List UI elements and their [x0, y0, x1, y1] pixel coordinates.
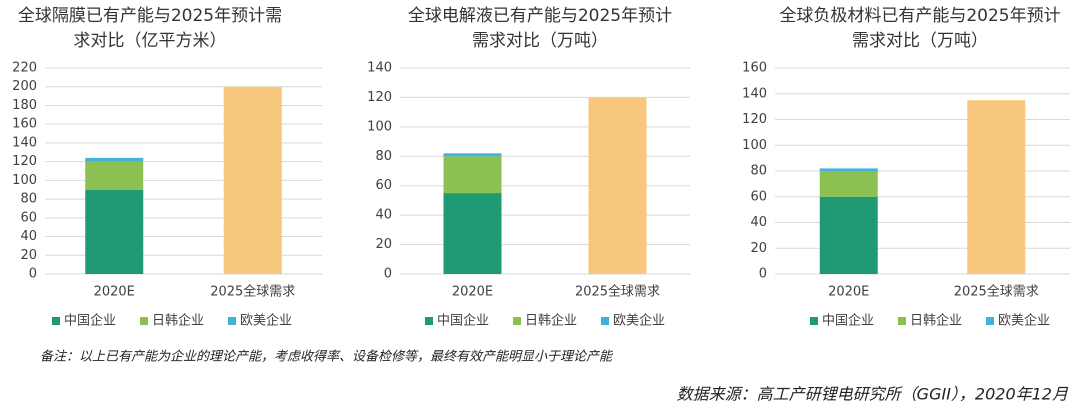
bar-segment [819, 171, 878, 197]
y-tick-label: 60 [20, 210, 37, 225]
bar-segment [443, 156, 502, 194]
bar-segment [85, 161, 144, 190]
x-tick-label: 2025全球需求 [954, 284, 1039, 300]
y-tick-label: 220 [12, 61, 37, 76]
y-tick-label: 20 [375, 237, 392, 252]
legend-swatch [228, 317, 236, 325]
y-tick-label: 80 [375, 149, 392, 164]
legend-swatch [810, 317, 818, 325]
legend-label: 中国企业 [64, 313, 116, 329]
y-tick-label: 200 [12, 79, 37, 94]
y-tick-label: 40 [375, 208, 392, 223]
legend-swatch [898, 317, 906, 325]
y-tick-label: 100 [367, 119, 392, 134]
chart-title: 全球电解液已有产能与2025年预计 [408, 6, 672, 26]
y-tick-label: 140 [12, 135, 37, 150]
x-tick-label: 2020E [452, 285, 493, 300]
legend-label: 日韩企业 [910, 313, 962, 329]
y-tick-label: 0 [759, 267, 767, 282]
x-tick-label: 2025全球需求 [575, 284, 660, 300]
y-tick-label: 80 [750, 164, 767, 179]
y-tick-label: 20 [20, 248, 37, 263]
legend-swatch [425, 317, 433, 325]
legend-label: 欧美企业 [998, 313, 1050, 329]
note: 备注：以上已有产能为企业的理论产能，考虑收得率、设备检修等，最终有效产能明显小于… [40, 349, 614, 365]
y-tick-label: 140 [742, 86, 767, 101]
y-tick-label: 160 [742, 61, 767, 76]
bar-segment [443, 153, 502, 157]
legend-label: 中国企业 [822, 313, 874, 329]
legend-label: 欧美企业 [240, 313, 292, 329]
y-tick-label: 60 [750, 189, 767, 204]
y-tick-label: 120 [12, 154, 37, 169]
legend-swatch [140, 317, 148, 325]
legend-label: 日韩企业 [525, 313, 577, 329]
y-tick-label: 120 [367, 90, 392, 105]
y-tick-label: 100 [742, 138, 767, 153]
y-tick-label: 120 [742, 112, 767, 127]
y-tick-label: 180 [12, 98, 37, 113]
chart-title: 需求对比（万吨） [472, 31, 608, 51]
legend-swatch [513, 317, 521, 325]
legend-swatch [601, 317, 609, 325]
y-tick-label: 160 [12, 117, 37, 132]
bar-segment [967, 100, 1026, 274]
bar-segment [819, 196, 878, 274]
bar-segment [443, 193, 502, 274]
y-tick-label: 0 [29, 267, 37, 282]
y-tick-label: 140 [367, 61, 392, 76]
y-tick-label: 40 [750, 215, 767, 230]
bar-segment [223, 86, 282, 275]
bar-segment [85, 157, 144, 162]
chart-title: 求对比（亿平方米） [74, 31, 227, 51]
bar-segment [819, 168, 878, 171]
legend-label: 欧美企业 [613, 313, 665, 329]
legend-label: 中国企业 [437, 313, 489, 329]
y-tick-label: 60 [375, 178, 392, 193]
chart-title: 需求对比（万吨） [852, 31, 988, 51]
x-tick-label: 2020E [828, 285, 869, 300]
bar-segment [85, 189, 144, 274]
x-tick-label: 2025全球需求 [210, 284, 295, 300]
source: 数据来源：高工产研锂电研究所（GGII），2020年12月 [677, 385, 1069, 404]
y-tick-label: 20 [750, 241, 767, 256]
chart-title: 全球隔膜已有产能与2025年预计需 [18, 6, 282, 26]
x-tick-label: 2020E [94, 285, 135, 300]
legend-label: 日韩企业 [152, 313, 204, 329]
y-tick-label: 0 [384, 267, 392, 282]
bar-segment [588, 97, 647, 274]
y-tick-label: 40 [20, 229, 37, 244]
legend-swatch [52, 317, 60, 325]
y-tick-label: 100 [12, 173, 37, 188]
y-tick-label: 80 [20, 192, 37, 207]
chart-title: 全球负极材料已有产能与2025年预计 [779, 6, 1060, 26]
legend-swatch [986, 317, 994, 325]
